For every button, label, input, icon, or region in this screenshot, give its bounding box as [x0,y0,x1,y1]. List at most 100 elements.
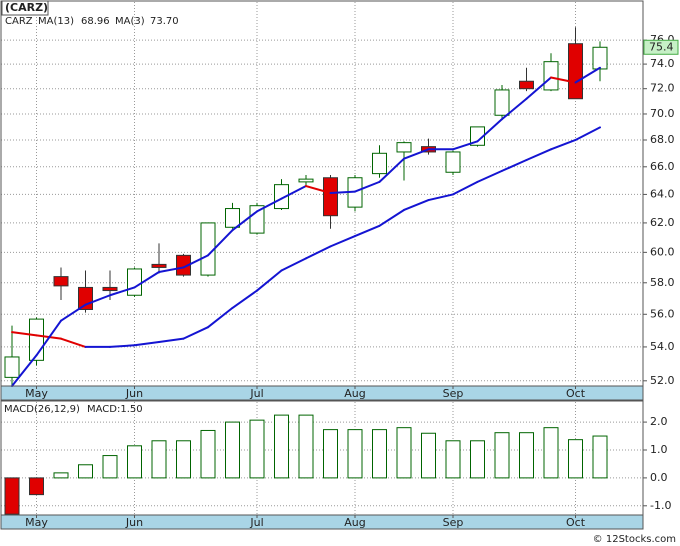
candle-body [4,356,20,378]
macd-bar [543,427,559,479]
candle-body [396,142,412,153]
moving-average-line [525,148,552,162]
x-tick-label: Jul [249,387,263,400]
x-tick-label: Oct [566,516,586,529]
moving-average-line [182,254,209,269]
moving-average-line [452,140,479,151]
candle-body [102,286,118,292]
moving-average-line [452,180,479,196]
y-tick-label: 52.0 [650,374,675,387]
moving-average-line [231,210,258,232]
moving-average-line [329,190,356,195]
x-tick-label: Sep [443,387,464,400]
last-price-box [643,39,679,55]
macd-value: MACD:1.50 [87,404,143,415]
macd-bar [494,432,510,479]
y-tick-label: 64.0 [650,187,675,200]
macd-bar [249,419,265,479]
y-tick-label: 60.0 [650,245,675,258]
y-tick-label: 72.0 [650,82,675,95]
moving-average-line [501,159,528,172]
macd-bar [372,429,387,479]
footer: © 12Stocks.com [593,534,676,545]
macd-bar [176,440,191,479]
moving-average-line [574,126,601,141]
moving-average-line [354,180,381,193]
moving-average-line [403,148,430,160]
x-tick-label: Jun [125,387,143,400]
y-tick-label: 70.0 [650,107,675,120]
panel [1,1,643,386]
macd-bar [127,445,142,479]
candle-body [78,286,93,310]
x-tick-label: Sep [443,516,464,529]
chart-title: (CARZ) [5,1,48,14]
last-price-label: 75.4 [649,40,674,53]
macd-bar [298,414,314,479]
x-tick-label: Aug [344,387,365,400]
macd-bar [445,440,461,479]
moving-average-line [378,208,405,227]
moving-average-line [256,269,283,292]
candle-body [225,208,240,228]
macd-bar [225,421,240,479]
candle-body [176,254,191,276]
moving-average-line [158,337,185,343]
legend-symbol: CARZ [5,16,33,27]
macd-bar [568,439,583,479]
moving-average-line [378,157,405,183]
legend-entry: MA(13) [38,16,74,27]
legend-value: 73.70 [150,16,179,27]
candle-body [543,61,559,91]
y-tick-label: 58.0 [650,276,675,289]
candle-body [323,177,338,217]
candle-body [372,152,387,175]
candle-body [494,89,510,116]
macd-bar [151,440,167,479]
macd-bar [53,472,69,479]
x-axis-strip [0,514,644,530]
candle-body [592,46,608,70]
candle-body [298,178,314,183]
moving-average-line [133,271,160,289]
macd-bar [29,477,44,496]
moving-average-line [305,185,332,195]
moving-average-line [256,197,283,213]
candle-body [151,263,167,268]
candle-body [519,80,534,90]
candle-body [568,43,583,100]
x-tick-label: Aug [344,516,365,529]
x-tick-label: May [25,516,48,529]
moving-average-line [525,76,552,100]
moving-average-line [60,337,87,348]
candle-body [445,151,461,173]
moving-average-line [109,344,136,348]
legend-value: 68.96 [81,16,110,27]
macd-bar [421,432,436,479]
moving-average-line [280,257,307,272]
moving-average-line [476,118,503,143]
candle-body [127,268,142,296]
moving-average-line [305,245,332,260]
x-tick-label: May [25,387,48,400]
y-tick-label: 54.0 [650,340,675,353]
y-tick-label: 1.0 [650,443,668,456]
x-tick-label: Jun [125,516,143,529]
moving-average-line [109,286,136,297]
macd-bar [347,429,363,479]
moving-average-line [550,138,577,151]
macd-bar [274,414,289,479]
macd-bar [4,477,20,515]
moving-average-line [133,340,160,347]
macd-bar [102,455,118,479]
frame [0,400,644,516]
frame [0,0,644,387]
moving-average-line [231,289,258,309]
macd-bar [519,432,534,479]
moving-average-line [550,76,577,84]
moving-average-line [207,306,234,329]
moving-average-line [158,266,185,274]
moving-average-line [182,326,209,340]
macd-title: MACD(26,12,9) [4,404,80,415]
